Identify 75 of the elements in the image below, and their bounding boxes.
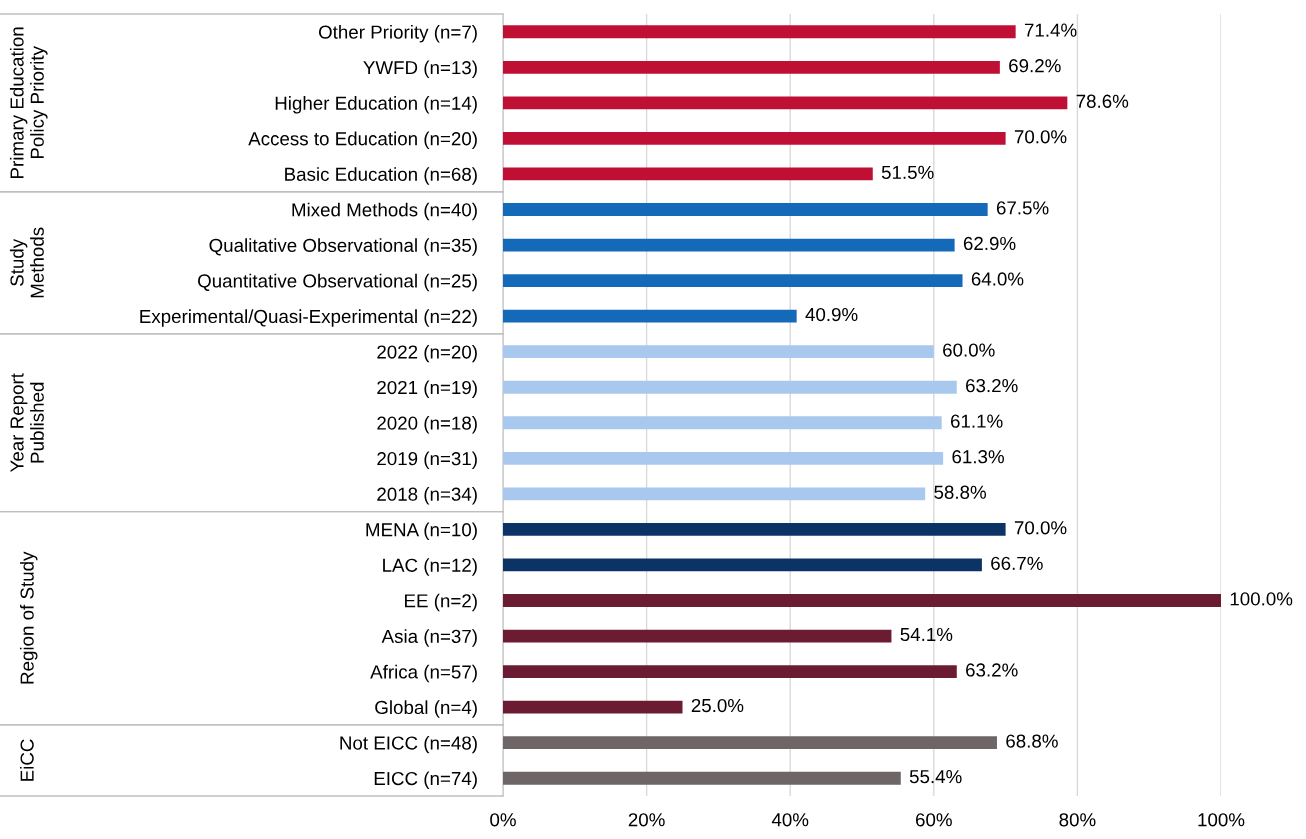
bar xyxy=(503,594,1221,607)
data-label: 54.1% xyxy=(900,627,953,642)
x-tick-label: 0% xyxy=(490,813,516,827)
y-tick-label: MENA (n=10) xyxy=(366,522,477,541)
bar xyxy=(503,25,1016,39)
data-label: 63.2% xyxy=(966,378,1018,393)
bar xyxy=(503,203,988,216)
data-label: 40.9% xyxy=(805,307,858,322)
x-tick-label: 40% xyxy=(771,813,809,827)
y-tick-label: YWFD (n=13) xyxy=(363,60,477,78)
y-tick-label: EE (n=2) xyxy=(405,593,477,612)
x-tick-label: 20% xyxy=(628,813,665,827)
bar xyxy=(503,167,873,181)
y-axis-title: Year Report Published xyxy=(10,373,44,473)
y-tick-label: LAC (n=12) xyxy=(383,558,477,576)
data-label: 55.4% xyxy=(909,770,962,784)
y-tick-label: Quantitative Observational (n=25) xyxy=(198,273,477,292)
data-label: 60.0% xyxy=(943,343,995,357)
y-tick-label: 2022 (n=20) xyxy=(377,344,477,363)
y-tick-label: 2021 (n=19) xyxy=(377,380,477,398)
y-tick-label: Higher Education (n=14) xyxy=(275,96,477,114)
data-label: 58.8% xyxy=(934,485,987,499)
y-tick-label: 2020 (n=18) xyxy=(377,415,477,434)
y-tick-label: Africa (n=57) xyxy=(370,664,477,683)
data-label: 69.2% xyxy=(1009,59,1061,73)
bar xyxy=(503,523,1006,536)
x-tick-label: 60% xyxy=(915,813,952,827)
bar xyxy=(503,309,797,323)
bar xyxy=(503,96,1068,110)
data-label: 61.3% xyxy=(952,450,1004,464)
data-label: 61.1% xyxy=(950,414,1003,428)
bar xyxy=(503,60,1000,74)
bar xyxy=(503,558,982,572)
data-label: 51.5% xyxy=(881,165,934,179)
y-tick-label: Mixed Methods (n=40) xyxy=(292,202,477,221)
y-tick-label: Global (n=4) xyxy=(375,700,477,718)
bar xyxy=(503,380,957,394)
bar xyxy=(503,629,892,643)
y-tick-label: Access to Education (n=20) xyxy=(248,131,477,150)
y-axis-title: Region of Study xyxy=(19,551,38,684)
x-tick-label: 80% xyxy=(1059,813,1096,827)
y-tick-label: Basic Education (n=68) xyxy=(285,167,477,185)
data-label: 70.0% xyxy=(1014,521,1067,535)
data-label: 78.6% xyxy=(1076,94,1129,108)
bar xyxy=(503,345,934,359)
y-tick-label: Experimental/Quasi-Experimental (n=22) xyxy=(140,309,477,327)
y-tick-label: Other Priority (n=7) xyxy=(318,24,477,43)
y-axis-title: EiCC xyxy=(19,739,34,781)
y-axis-title: Primary Education Policy Priority xyxy=(9,27,48,178)
y-tick-label: EICC (n=74) xyxy=(374,771,477,789)
data-label: 63.2% xyxy=(966,663,1018,677)
data-label: 62.9% xyxy=(963,236,1016,251)
data-label: 100.0% xyxy=(1230,592,1293,606)
bar xyxy=(503,487,926,501)
y-axis-title: Study Methods xyxy=(9,227,44,298)
data-label: 71.4% xyxy=(1024,23,1077,37)
data-label: 25.0% xyxy=(691,698,744,713)
data-label: 64.0% xyxy=(971,272,1024,286)
y-tick-label: Not EICC (n=48) xyxy=(340,735,477,754)
y-tick-label: Qualitative Observational (n=35) xyxy=(209,238,477,256)
bar xyxy=(503,665,957,678)
data-label: 70.0% xyxy=(1014,130,1067,144)
bar xyxy=(503,132,1006,145)
bar xyxy=(503,416,942,430)
y-tick-label: Asia (n=37) xyxy=(381,629,477,647)
bar xyxy=(503,700,683,714)
x-tick-label: 100% xyxy=(1198,813,1245,827)
y-tick-label: 2018 (n=34) xyxy=(377,487,477,505)
data-label: 68.8% xyxy=(1006,734,1058,748)
y-tick-label: 2019 (n=31) xyxy=(377,451,477,469)
bar xyxy=(503,274,963,287)
bar xyxy=(503,238,955,252)
data-label: 66.7% xyxy=(991,556,1043,570)
data-label: 67.5% xyxy=(996,201,1049,215)
bar xyxy=(503,451,944,465)
